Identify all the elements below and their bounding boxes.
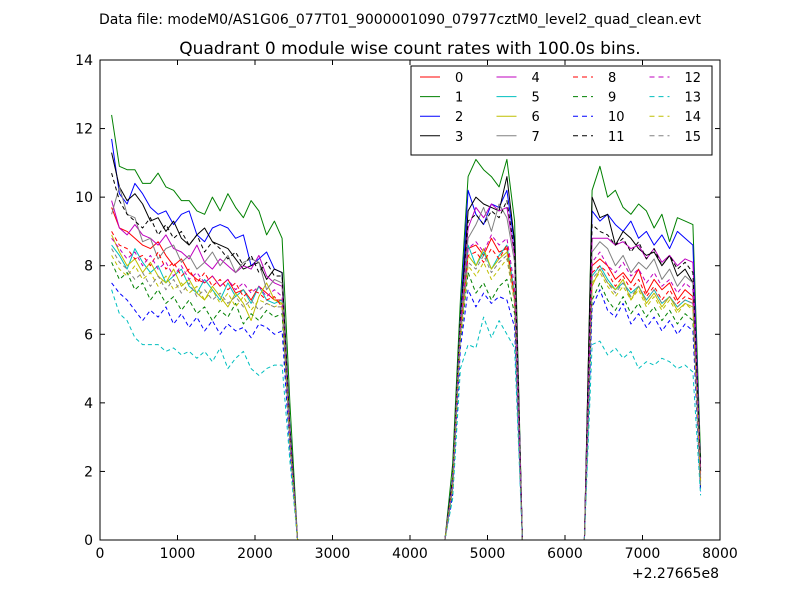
x-tick-label: 5000 [470, 546, 506, 562]
legend-label-13: 13 [685, 91, 702, 106]
legend-label-8: 8 [608, 71, 616, 86]
legend-label-2: 2 [455, 110, 463, 125]
y-tick-label: 2 [84, 464, 93, 480]
x-tick-label: 4000 [392, 546, 428, 562]
y-tick-label: 14 [75, 53, 93, 69]
y-tick-label: 10 [75, 190, 93, 206]
legend-label-14: 14 [685, 110, 702, 125]
chart-suptitle: Data file: modeM0/AS1G06_077T01_90000010… [99, 12, 701, 28]
legend-label-6: 6 [532, 110, 540, 125]
legend-label-3: 3 [455, 130, 463, 145]
legend-label-11: 11 [608, 130, 625, 145]
y-tick-label: 0 [84, 533, 93, 549]
legend-box [410, 65, 713, 156]
x-tick-label: 2000 [237, 546, 273, 562]
x-tick-label: 8000 [702, 546, 738, 562]
series-line-15 [111, 248, 702, 541]
x-tick-label: 1000 [160, 546, 196, 562]
series-layer [111, 114, 702, 541]
x-tick-label: 6000 [547, 546, 583, 562]
series-line-12 [111, 234, 702, 541]
x-tick-label: 3000 [315, 546, 351, 562]
y-tick-label: 6 [84, 327, 93, 343]
x-tick-label: 7000 [625, 546, 661, 562]
series-line-7 [111, 186, 702, 541]
axes: 0 1000 2000 3000 4000 5000 6000 7000 80000246810… [75, 53, 738, 562]
x-tick-label: 0 [96, 546, 105, 562]
legend-label-0: 0 [455, 71, 463, 86]
legend-label-7: 7 [532, 130, 540, 145]
y-tick-label: 4 [84, 396, 93, 412]
chart-title: Quadrant 0 module wise count rates with … [179, 39, 640, 59]
legend-label-15: 15 [685, 130, 702, 145]
x-offset-label: +2.27665e8 [632, 566, 719, 582]
legend-label-5: 5 [532, 91, 540, 106]
y-tick-label: 12 [75, 122, 93, 138]
series-line-10 [111, 282, 702, 541]
legend-label-1: 1 [455, 91, 463, 106]
legend-label-4: 4 [532, 71, 540, 86]
legend-label-10: 10 [608, 110, 625, 125]
legend-label-12: 12 [685, 71, 702, 86]
legend-label-9: 9 [608, 91, 616, 106]
series-line-13 [111, 289, 702, 541]
series-line-1 [111, 114, 702, 541]
y-tick-label: 8 [84, 259, 93, 275]
plot-border [99, 59, 721, 541]
